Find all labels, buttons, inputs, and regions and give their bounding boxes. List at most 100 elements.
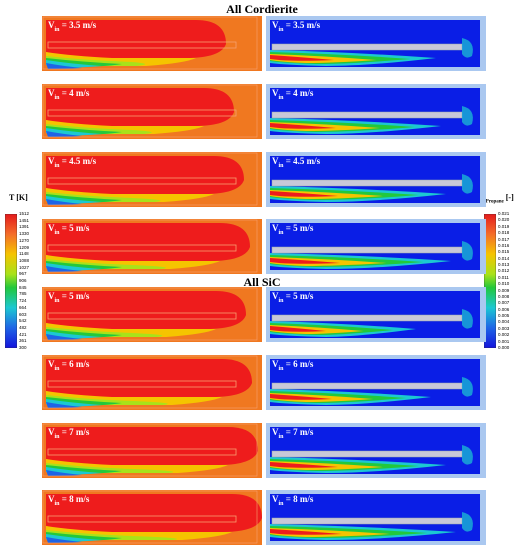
temperature-colorbar-tick: 421 xyxy=(19,331,27,337)
temperature-colorbar-tick: 482 xyxy=(19,324,27,330)
propane-panel: Vin = 5 m/s xyxy=(266,219,486,274)
temperature-colorbar-tick: 906 xyxy=(19,278,27,283)
velocity-symbol: V xyxy=(272,494,279,504)
temperature-panel: Vin = 5 m/s xyxy=(42,287,262,342)
temperature-colorbar-tick: 967 xyxy=(19,271,27,277)
propane-colorbar-tick: 0.014 xyxy=(498,255,510,261)
temperature-colorbar-tick: 1209 xyxy=(19,244,30,250)
propane-panel: Vin = 4.5 m/s xyxy=(266,152,486,207)
temperature-colorbar-tick: 1451 xyxy=(19,217,30,223)
velocity-symbol: V xyxy=(48,427,55,437)
temperature-colorbar-tick: 542 xyxy=(19,318,27,324)
velocity-label: Vin = 7 m/s xyxy=(48,427,89,440)
velocity-label: Vin = 3.5 m/s xyxy=(48,20,96,33)
velocity-value: = 6 m/s xyxy=(283,359,314,369)
velocity-label: Vin = 4 m/s xyxy=(48,88,89,101)
velocity-symbol: V xyxy=(48,494,55,504)
velocity-value: = 7 m/s xyxy=(283,427,314,437)
propane-colorbar-tick: 0.019 xyxy=(498,223,510,229)
temperature-panel: Vin = 3.5 m/s xyxy=(42,16,262,71)
temperature-colorbar-tick: 845 xyxy=(19,284,27,290)
velocity-label: Vin = 7 m/s xyxy=(272,427,313,440)
temperature-panel: Vin = 7 m/s xyxy=(42,423,262,478)
temperature-panel: Vin = 5 m/s xyxy=(42,219,262,274)
velocity-subscript: in xyxy=(278,297,284,304)
velocity-symbol: V xyxy=(48,291,55,301)
propane-panel: Vin = 3.5 m/s xyxy=(266,16,486,71)
section-title-cordierite: All Cordierite xyxy=(226,2,298,16)
temperature-contour xyxy=(42,287,262,342)
velocity-value: = 8 m/s xyxy=(283,494,314,504)
velocity-label: Vin = 6 m/s xyxy=(272,359,313,372)
propane-colorbar-tick: 0.004 xyxy=(498,319,510,325)
velocity-symbol: V xyxy=(48,88,55,98)
velocity-value: = 7 m/s xyxy=(59,427,90,437)
temperature-colorbar-tick: 1148 xyxy=(19,251,29,257)
velocity-symbol: V xyxy=(272,359,279,369)
velocity-symbol: V xyxy=(48,223,55,233)
velocity-value: = 4 m/s xyxy=(283,88,314,98)
temperature-colorbar-tick: 1088 xyxy=(19,257,30,263)
temperature-colorbar-tick: 664 xyxy=(19,304,27,310)
propane-colorbar-tick: 0.009 xyxy=(498,287,510,293)
temperature-colorbar-tick: 785 xyxy=(19,291,27,297)
propane-colorbar-tick: 0.020 xyxy=(498,217,510,223)
section-title-sic: All SiC xyxy=(243,275,281,289)
velocity-value: = 5 m/s xyxy=(283,223,314,233)
temperature-panel: Vin = 6 m/s xyxy=(42,355,262,410)
velocity-symbol: V xyxy=(272,156,279,166)
temperature-panel: Vin = 8 m/s xyxy=(42,490,262,545)
velocity-subscript: in xyxy=(278,94,284,101)
velocity-symbol: V xyxy=(272,223,279,233)
temperature-contour xyxy=(42,16,262,71)
propane-panel: Vin = 5 m/s xyxy=(266,287,486,342)
velocity-label: Vin = 4 m/s xyxy=(272,88,313,101)
propane-contour xyxy=(266,84,486,139)
temperature-contour xyxy=(42,84,262,139)
propane-colorbar-tick: 0.008 xyxy=(498,293,510,299)
temperature-colorbar-tick: 361 xyxy=(19,338,27,344)
velocity-label: Vin = 4.5 m/s xyxy=(48,156,96,169)
velocity-symbol: V xyxy=(48,359,55,369)
temperature-contour xyxy=(42,355,262,410)
propane-colorbar-tick: 0.021 xyxy=(498,211,510,216)
propane-panel: Vin = 6 m/s xyxy=(266,355,486,410)
temperature-colorbar-title: T [K] xyxy=(9,193,28,202)
velocity-symbol: V xyxy=(272,427,279,437)
propane-panel: Vin = 7 m/s xyxy=(266,423,486,478)
velocity-subscript: in xyxy=(54,365,60,372)
velocity-value: = 4.5 m/s xyxy=(59,156,97,166)
temperature-colorbar-tick: 1027 xyxy=(19,264,30,270)
propane-colorbar-tick: 0.002 xyxy=(498,332,510,338)
propane-title-sub: Propane xyxy=(485,199,504,205)
velocity-symbol: V xyxy=(272,291,279,301)
propane-contour xyxy=(266,152,486,207)
propane-colorbar-tick: 0.012 xyxy=(498,268,510,274)
temperature-colorbar-tick: 1330 xyxy=(19,231,30,237)
velocity-subscript: in xyxy=(54,433,60,440)
propane-title-unit: [-] xyxy=(503,193,514,202)
velocity-value: = 5 m/s xyxy=(59,223,90,233)
propane-colorbar-tick: 0.013 xyxy=(498,262,510,268)
temperature-colorbar-tick: 1270 xyxy=(19,237,30,243)
velocity-value: = 5 m/s xyxy=(283,291,314,301)
propane-contour xyxy=(266,355,486,410)
propane-panel: Vin = 4 m/s xyxy=(266,84,486,139)
velocity-value: = 3.5 m/s xyxy=(283,20,321,30)
velocity-symbol: V xyxy=(272,20,279,30)
velocity-value: = 6 m/s xyxy=(59,359,90,369)
temperature-panel: Vin = 4.5 m/s xyxy=(42,152,262,207)
propane-contour xyxy=(266,490,486,545)
velocity-symbol: V xyxy=(272,88,279,98)
propane-colorbar-tick: 0.016 xyxy=(498,242,510,248)
velocity-subscript: in xyxy=(54,229,60,236)
velocity-subscript: in xyxy=(278,365,284,372)
velocity-label: Vin = 5 m/s xyxy=(48,223,89,236)
propane-colorbar-tick: 0.017 xyxy=(498,236,510,242)
velocity-label: Vin = 5 m/s xyxy=(272,291,313,304)
propane-colorbar-tick: 0.005 xyxy=(498,313,510,319)
propane-colorbar xyxy=(484,214,496,348)
velocity-value: = 4.5 m/s xyxy=(283,156,321,166)
temperature-colorbar xyxy=(5,214,17,348)
temperature-contour xyxy=(42,219,262,274)
